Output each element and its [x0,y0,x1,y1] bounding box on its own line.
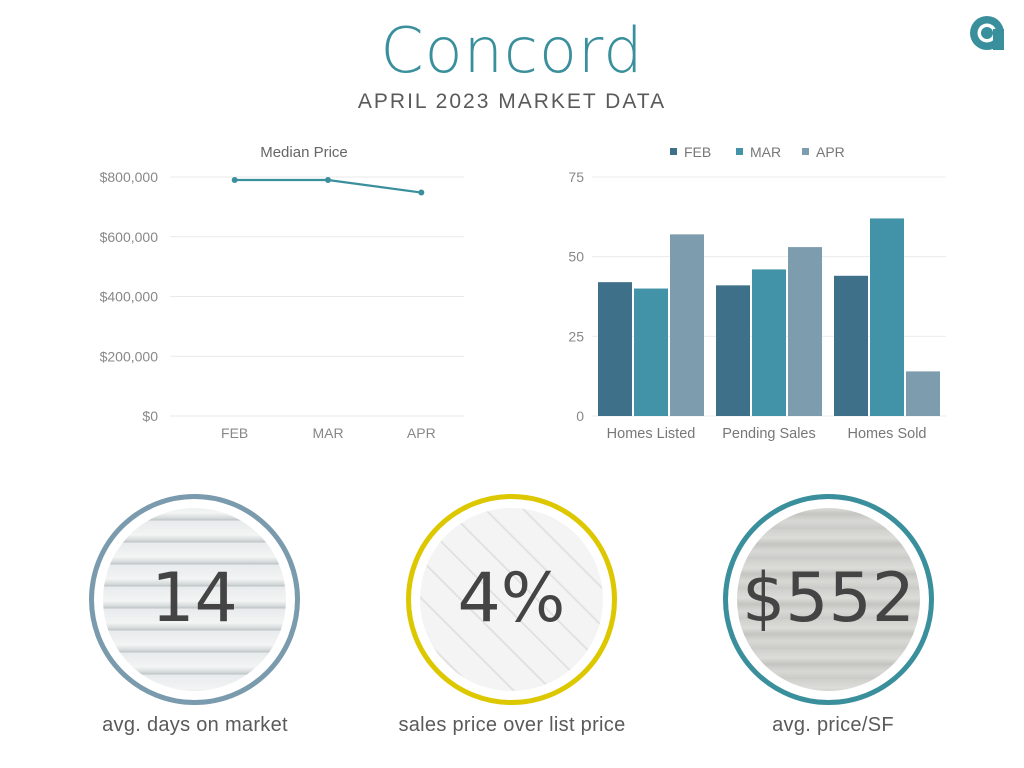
x-tick-label: MAR [312,425,343,441]
legend-label: APR [816,144,845,160]
price-per-sf-value: $552 [741,559,916,638]
page-title: Concord [380,14,644,87]
sale-to-list-circle: 4% [406,494,617,705]
median-price-line-chart: Median Price $0 $200,000 $400,000 $600,000 $8… [100,144,464,441]
bar [788,247,822,416]
y-tick-label: $400,000 [100,289,159,305]
sale-to-list-value: 4% [457,559,566,638]
y-tick-label: $600,000 [100,229,159,245]
x-tick-label: Homes Sold [848,426,927,442]
sale-to-list-label: sales price over list price [398,714,626,736]
legend-label: MAR [750,144,781,160]
legend-label: FEB [684,144,711,160]
legend-swatch [802,148,809,155]
data-point [231,176,238,183]
y-tick-label: 25 [568,328,584,344]
bar [716,285,750,416]
days-on-market-label: avg. days on market [102,714,288,736]
y-tick-label: $200,000 [100,348,159,364]
y-tick-label: 0 [576,408,584,424]
bar [598,282,632,416]
y-tick-label: 75 [568,169,584,185]
x-tick-label: Pending Sales [722,426,816,442]
market-activity-bar-chart: FEB MAR APR 0 25 50 75 Homes Listed Pending Sale… [568,144,946,442]
legend-swatch [736,148,743,155]
bar [870,218,904,416]
bar [834,275,868,416]
legend-swatch [670,148,677,155]
x-tick-label: Homes Listed [607,426,696,442]
days-on-market-circle: 14 [89,494,300,705]
days-on-market-value: 14 [151,559,238,638]
bar [906,371,940,416]
bar [752,269,786,416]
page-subtitle: APRIL 2023 MARKET DATA [357,90,667,113]
bar [670,234,704,416]
price-per-sf-circle: $552 [723,494,934,705]
line-chart-title: Median Price [260,144,348,161]
data-point [325,176,331,183]
y-tick-label: 50 [568,249,584,265]
data-point [418,189,425,196]
bar [634,288,668,416]
x-tick-label: APR [407,425,436,441]
x-tick-label: FEB [221,425,248,441]
a-logo-icon [970,16,1004,50]
y-tick-label: $800,000 [100,169,159,185]
price-per-sf-label: avg. price/SF [772,714,894,736]
y-tick-label: $0 [142,408,158,424]
